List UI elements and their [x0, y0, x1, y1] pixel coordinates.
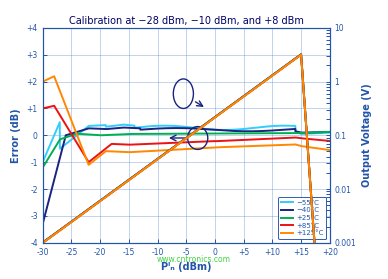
−55°C	[319, 131, 324, 135]
X-axis label: Pᴵₙ (dBm): Pᴵₙ (dBm)	[161, 262, 211, 272]
−55°C	[327, 131, 332, 134]
+25°C	[267, 132, 271, 135]
+125°C	[55, 83, 60, 86]
−55°C	[40, 160, 45, 164]
Line: +25°C: +25°C	[43, 132, 330, 167]
−40°C	[55, 166, 60, 169]
Title: Calibration at −28 dBm, −10 dBm, and +8 dBm: Calibration at −28 dBm, −10 dBm, and +8 …	[69, 16, 304, 26]
+125°C	[327, 148, 332, 152]
+25°C	[172, 132, 177, 135]
−40°C	[267, 129, 271, 132]
−40°C	[319, 131, 324, 134]
Y-axis label: Output Voltage (V): Output Voltage (V)	[362, 83, 372, 187]
−55°C	[319, 131, 324, 135]
+125°C	[86, 163, 91, 167]
+85°C	[52, 104, 57, 107]
+25°C	[319, 131, 324, 134]
Line: −40°C: −40°C	[43, 128, 330, 224]
−40°C	[180, 126, 185, 130]
−40°C	[121, 126, 125, 129]
+25°C	[40, 166, 45, 169]
−55°C	[180, 125, 185, 128]
−55°C	[267, 125, 271, 128]
+125°C	[267, 144, 271, 147]
Text: www.cntronics.com: www.cntronics.com	[157, 255, 231, 264]
+85°C	[40, 107, 45, 110]
+85°C	[173, 141, 177, 145]
Y-axis label: Error (dB): Error (dB)	[11, 108, 21, 163]
Line: −55°C: −55°C	[43, 122, 330, 162]
+125°C	[319, 147, 324, 151]
+125°C	[319, 147, 324, 151]
+85°C	[327, 139, 332, 143]
+125°C	[40, 80, 45, 83]
+85°C	[180, 141, 185, 144]
−55°C	[173, 124, 177, 128]
+85°C	[55, 110, 60, 113]
−40°C	[327, 130, 332, 134]
+25°C	[180, 132, 185, 135]
−40°C	[173, 126, 177, 130]
−40°C	[319, 131, 324, 134]
+125°C	[52, 74, 57, 78]
+25°C	[327, 130, 332, 133]
+125°C	[173, 148, 177, 151]
+85°C	[267, 137, 271, 140]
Line: +85°C: +85°C	[43, 106, 330, 162]
−55°C	[57, 121, 62, 124]
+85°C	[319, 138, 324, 142]
+125°C	[180, 148, 185, 151]
+25°C	[319, 131, 324, 134]
Line: +125°C: +125°C	[43, 76, 330, 165]
−40°C	[40, 222, 45, 226]
+25°C	[55, 142, 60, 145]
+85°C	[319, 139, 324, 142]
+85°C	[86, 160, 91, 164]
Legend: −55°C, −40°C, +25°C, +85°C, +125°C: −55°C, −40°C, +25°C, +85°C, +125°C	[278, 197, 326, 239]
−55°C	[55, 126, 60, 129]
